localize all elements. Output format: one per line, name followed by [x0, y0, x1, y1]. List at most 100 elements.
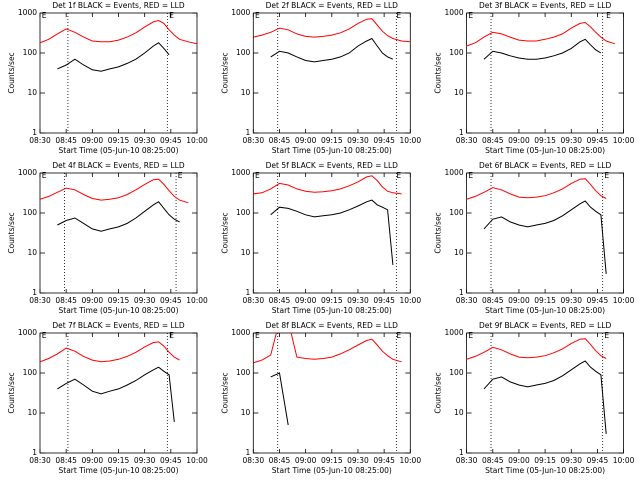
chart-title: Det 7f BLACK = Events, RED = LLD	[52, 321, 185, 330]
x-tick-label: 08:30	[242, 456, 264, 465]
x-tick-label: 08:30	[29, 296, 51, 305]
y-tick-label: 1	[459, 288, 464, 297]
x-tick-label: 08:45	[482, 456, 504, 465]
y-tick-label: 1000	[18, 328, 37, 337]
x-tick-label: 09:00	[295, 456, 317, 465]
x-tick-label: 10:00	[613, 456, 635, 465]
y-tick-label: 1	[459, 448, 464, 457]
x-tick-label: 08:30	[456, 296, 478, 305]
x-tick-label: 09:15	[108, 296, 130, 305]
x-tick-label: 09:15	[108, 456, 130, 465]
flag-label: E	[42, 11, 47, 20]
y-tick-label: 100	[236, 48, 251, 57]
x-tick-label: 10:00	[613, 136, 635, 145]
x-tick-label: 09:15	[321, 136, 343, 145]
x-tick-label: 09:30	[560, 456, 582, 465]
x-tick-label: 09:30	[560, 296, 582, 305]
plot-frame	[39, 332, 198, 454]
series-line	[466, 21, 616, 47]
y-axis-label: Counts/sec	[220, 372, 229, 413]
flag-label: E	[255, 331, 260, 340]
y-tick-label: 1	[32, 448, 37, 457]
y-tick-label: 1000	[231, 168, 250, 177]
x-axis-label: Start Time (05-Jun-10 08:25:00)	[485, 466, 605, 475]
series-line	[253, 18, 411, 43]
series-line	[40, 19, 197, 45]
x-axis-label: Start Time (05-Jun-10 08:25:00)	[485, 146, 605, 155]
y-tick-label: 10	[241, 248, 251, 257]
series-line	[270, 199, 394, 266]
panel: Det 3f BLACK = Events, RED = LLD Start Ti…	[434, 1, 635, 155]
y-tick-label: 10	[27, 408, 37, 417]
x-tick-label: 09:45	[587, 456, 609, 465]
y-axis-label: Counts/sec	[220, 52, 229, 93]
flag-label: E	[396, 171, 401, 180]
chart-title: Det 3f BLACK = Events, RED = LLD	[479, 1, 612, 10]
x-tick-label: 10:00	[399, 296, 421, 305]
y-tick-label: 100	[449, 208, 464, 217]
x-tick-label: 08:45	[269, 456, 291, 465]
series-line	[483, 38, 602, 60]
plot-frame	[466, 332, 625, 454]
x-tick-label: 09:00	[295, 296, 317, 305]
x-tick-label: 08:45	[55, 296, 77, 305]
x-tick-label: 10:00	[186, 296, 208, 305]
x-tick-label: 09:45	[373, 456, 395, 465]
x-tick-label: 08:45	[269, 296, 291, 305]
series-line	[270, 37, 394, 63]
x-tick-label: 08:30	[456, 136, 478, 145]
y-tick-label: 1	[246, 128, 251, 137]
y-tick-label: 10	[241, 408, 251, 417]
series-line	[483, 360, 607, 434]
y-tick-label: 1000	[231, 8, 250, 17]
y-tick-label: 1	[459, 128, 464, 137]
series-line	[57, 42, 170, 72]
flag-label: E	[468, 171, 473, 180]
x-tick-label: 09:45	[587, 136, 609, 145]
x-tick-label: 08:30	[242, 296, 264, 305]
y-tick-label: 1000	[18, 168, 37, 177]
x-tick-label: 09:45	[160, 296, 182, 305]
y-tick-label: 1	[32, 128, 37, 137]
x-tick-label: 09:45	[160, 456, 182, 465]
x-tick-label: 09:30	[134, 296, 156, 305]
series-line	[270, 372, 289, 426]
plot-frame	[252, 12, 411, 134]
x-axis-label: Start Time (05-Jun-10 08:25:00)	[272, 146, 392, 155]
flag-label: E	[255, 11, 260, 20]
x-axis-label: Start Time (05-Jun-10 08:25:00)	[59, 466, 179, 475]
y-tick-label: 10	[241, 88, 251, 97]
series-line	[40, 341, 180, 363]
x-tick-label: 09:00	[508, 296, 530, 305]
x-tick-label: 09:30	[347, 296, 369, 305]
y-tick-label: 10	[27, 248, 37, 257]
y-axis-label: Counts/sec	[220, 212, 229, 253]
chart-title: Det 5f BLACK = Events, RED = LLD	[266, 161, 399, 170]
y-tick-label: 100	[236, 208, 251, 217]
x-tick-label: 10:00	[186, 136, 208, 145]
flag-label: E	[604, 331, 609, 340]
chart-title: Det 1f BLACK = Events, RED = LLD	[52, 1, 185, 10]
x-axis-label: Start Time (05-Jun-10 08:25:00)	[59, 306, 179, 315]
y-tick-label: 1000	[445, 328, 464, 337]
plot-frame	[252, 332, 411, 454]
x-tick-label: 09:00	[295, 136, 317, 145]
y-tick-label: 100	[23, 368, 38, 377]
x-tick-label: 10:00	[399, 456, 421, 465]
x-tick-label: 09:30	[347, 456, 369, 465]
y-tick-label: 1	[32, 288, 37, 297]
x-tick-label: 09:00	[82, 136, 104, 145]
x-tick-label: 09:45	[373, 136, 395, 145]
y-axis-label: Counts/sec	[434, 52, 443, 93]
flag-label: E	[255, 171, 260, 180]
panel: Det 7f BLACK = Events, RED = LLD Start Ti…	[7, 321, 208, 475]
series-line	[40, 178, 189, 204]
x-tick-label: 09:00	[82, 296, 104, 305]
series-line	[253, 333, 402, 364]
panel: Det 2f BLACK = Events, RED = LLD Start Ti…	[220, 1, 421, 155]
x-tick-label: 09:15	[321, 296, 343, 305]
x-tick-label: 09:15	[534, 136, 556, 145]
panel: Det 6f BLACK = Events, RED = LLD Start Ti…	[434, 161, 635, 315]
x-tick-label: 08:30	[29, 456, 51, 465]
y-tick-label: 100	[449, 368, 464, 377]
